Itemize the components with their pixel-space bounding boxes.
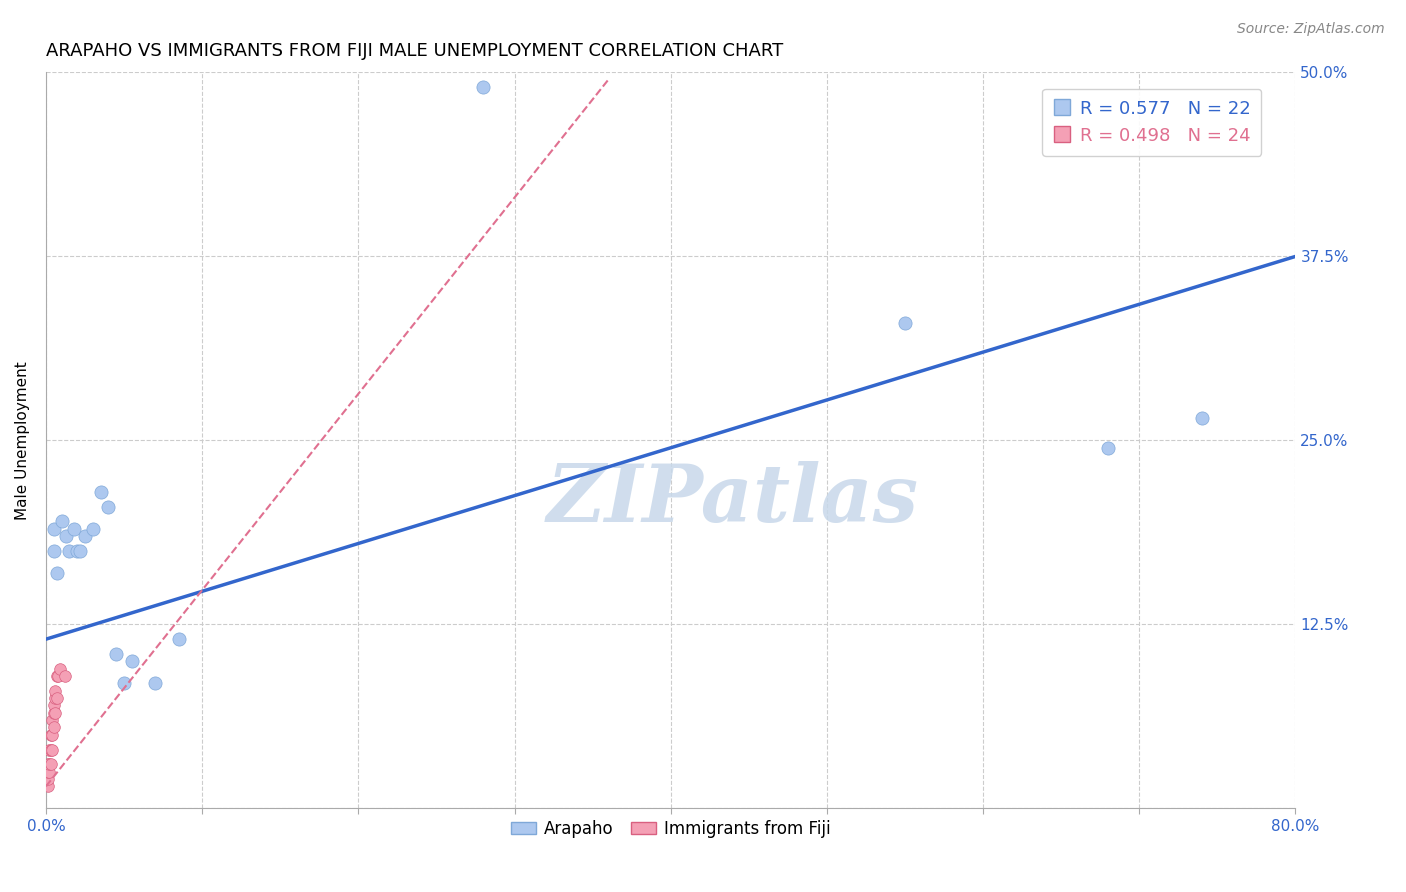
Point — [45, 566, 67, 580]
Point — [105, 647, 128, 661]
Point — [44, 706, 66, 720]
Point — [42, 544, 65, 558]
Point — [37, 772, 59, 786]
Point — [51, 515, 73, 529]
Text: ZIPatlas: ZIPatlas — [547, 460, 920, 538]
Point — [167, 632, 190, 647]
Point — [1191, 411, 1213, 425]
Point — [42, 721, 65, 735]
Point — [49, 662, 72, 676]
Point — [38, 764, 60, 779]
Point — [97, 500, 120, 514]
Point — [45, 669, 67, 683]
Point — [41, 742, 63, 756]
Point — [1097, 441, 1119, 455]
Point — [39, 728, 62, 742]
Point — [44, 683, 66, 698]
Point — [143, 676, 166, 690]
Point — [63, 522, 86, 536]
Text: Source: ZipAtlas.com: Source: ZipAtlas.com — [1237, 22, 1385, 37]
Point — [39, 757, 62, 772]
Point — [82, 522, 104, 536]
Point — [37, 764, 59, 779]
Point — [48, 669, 70, 683]
Point — [45, 691, 67, 706]
Point — [55, 529, 77, 543]
Point — [42, 522, 65, 536]
Point — [38, 757, 60, 772]
Point — [472, 80, 495, 95]
Point — [42, 706, 65, 720]
Point — [58, 544, 80, 558]
Point — [41, 713, 63, 727]
Point — [42, 698, 65, 713]
Point — [69, 544, 91, 558]
Point — [73, 529, 96, 543]
Point — [894, 316, 917, 330]
Point — [121, 654, 143, 668]
Point — [90, 485, 112, 500]
Point — [53, 669, 76, 683]
Y-axis label: Male Unemployment: Male Unemployment — [15, 361, 30, 520]
Point — [41, 728, 63, 742]
Point — [39, 742, 62, 756]
Text: ARAPAHO VS IMMIGRANTS FROM FIJI MALE UNEMPLOYMENT CORRELATION CHART: ARAPAHO VS IMMIGRANTS FROM FIJI MALE UNE… — [46, 42, 783, 60]
Legend: Arapaho, Immigrants from Fiji: Arapaho, Immigrants from Fiji — [505, 813, 837, 844]
Point — [37, 757, 59, 772]
Point — [112, 676, 135, 690]
Point — [38, 742, 60, 756]
Point — [44, 691, 66, 706]
Point — [37, 780, 59, 794]
Point — [66, 544, 89, 558]
